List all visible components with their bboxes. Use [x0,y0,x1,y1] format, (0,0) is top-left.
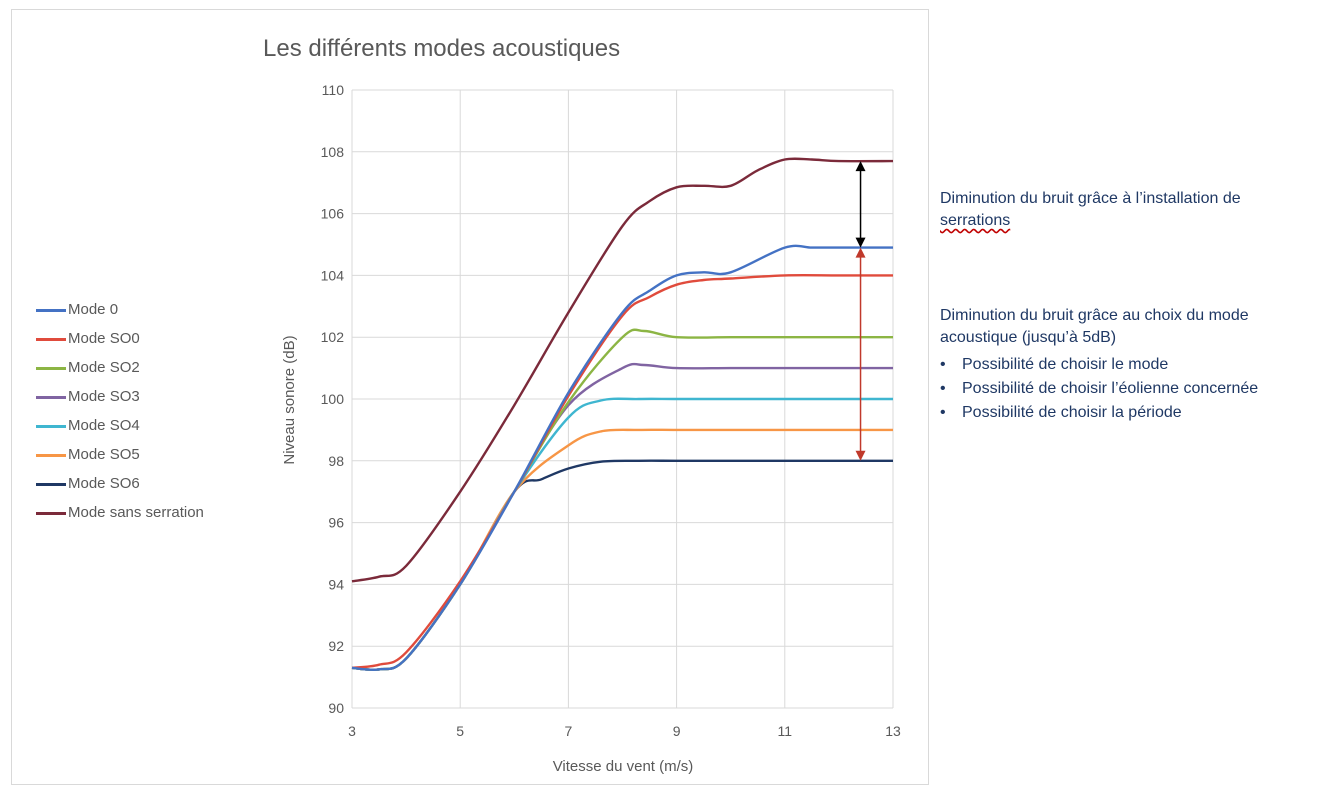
x-tick-label: 11 [778,723,793,739]
legend-swatch [36,512,66,515]
x-tick-label: 5 [456,723,464,739]
y-tick-label: 98 [328,453,344,469]
bullet-text: Possibilité de choisir la période [962,404,1182,421]
y-tick-label: 100 [321,391,345,407]
double-arrow-1 [855,161,866,248]
legend-label: Mode SO3 [68,388,140,405]
y-tick-label: 108 [321,144,345,160]
bullet-dot: • [940,380,946,397]
y-tick-label: 102 [321,329,345,345]
legend-label: Mode SO6 [68,475,140,492]
mode-choice-text-line1: Diminution du bruit grâce au choix du mo… [940,307,1249,324]
series-line-mode-so6 [351,459,893,672]
serrations-text-line2: serrations [940,210,1241,232]
mode-choice-annotation: Diminution du bruit grâce au choix du mo… [940,305,1249,349]
legend-swatch [36,483,66,486]
bullet-dot: • [940,404,946,421]
y-tick-label: 94 [328,576,344,592]
y-axis-label: Niveau sonore (dB) [281,335,298,464]
y-tick-label: 92 [328,638,344,654]
mode-choice-text-line2: acoustique (jusqu’à 5dB) [940,329,1117,346]
series-lines [351,157,894,672]
y-tick-label: 104 [321,267,345,283]
bullet-text: Possibilité de choisir l’éolienne concer… [962,380,1259,397]
bullet-item: • Possibilité de choisir le mode [940,354,1168,376]
legend-label: Mode sans serration [68,504,204,521]
bullet-dot: • [940,356,946,373]
y-tick-label: 96 [328,515,344,531]
legend-swatch [36,396,66,399]
x-tick-label: 9 [673,723,681,739]
annotations: Diminution du bruit grâce à l’installati… [940,0,1336,798]
chart-frame [11,9,929,785]
series-line-mode-so5 [351,428,893,672]
legend-label: Mode 0 [68,301,119,318]
bullet-item: • Possibilité de choisir la période [940,402,1182,424]
bullet-text: Possibilité de choisir le mode [962,356,1169,373]
legend-swatch [36,425,66,428]
chart-title: Les différents modes acoustiques [263,35,620,62]
double-arrow-2 [855,247,866,461]
x-tick-label: 7 [565,723,573,739]
axes: 90 92 94 96 98 100 102 104 106 108 110 3 5 7 9 11 13 [321,82,901,739]
legend-label: Mode SO0 [68,330,140,347]
legend-swatch [36,454,66,457]
series-line-mode-0 [351,244,893,672]
y-tick-label: 110 [322,82,345,98]
legend-swatch [36,309,66,312]
legend-label: Mode SO2 [68,359,140,376]
series-line-mode-so4 [351,397,893,672]
legend-label: Mode SO5 [68,446,140,463]
annotation-arrows [855,161,866,461]
series-line-mode-so0 [351,273,893,669]
chart-plot: Les différents modes acoustiques 9092949… [263,35,901,775]
legend-swatch [36,338,66,341]
legend-label: Mode SO4 [68,417,140,434]
x-tick-label: 13 [885,723,901,739]
y-tick-label: 90 [328,700,344,716]
serrations-annotation: Diminution du bruit grâce à l’installati… [940,188,1241,232]
x-tick-label: 3 [348,723,356,739]
bullet-item: • Possibilité de choisir l’éolienne conce… [940,378,1258,400]
serrations-text-line1: Diminution du bruit grâce à l’installati… [940,190,1241,207]
x-axis-label: Vitesse du vent (m/s) [553,758,694,775]
y-tick-label: 106 [321,206,345,222]
serrations-word: serrations [940,212,1011,229]
legend-swatch [36,367,66,370]
series-line-mode-sans-serration [351,157,894,583]
